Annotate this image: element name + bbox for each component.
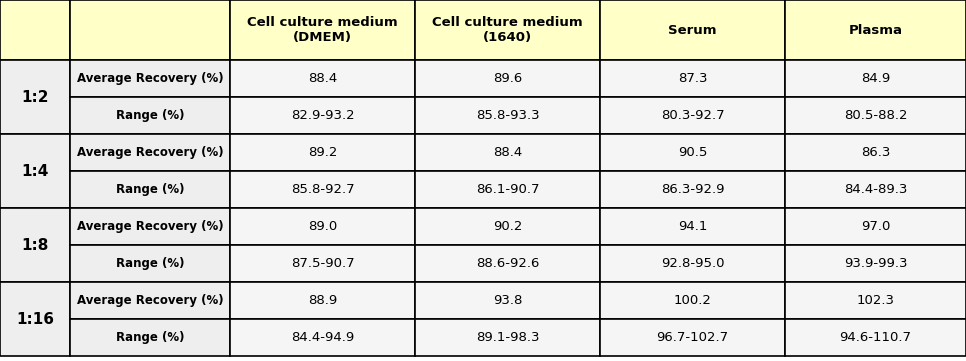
Text: 93.8: 93.8 <box>493 294 523 307</box>
Bar <box>785 0 966 60</box>
Bar <box>0 282 70 356</box>
Bar <box>70 208 230 245</box>
Bar <box>230 319 415 356</box>
Text: Average Recovery (%): Average Recovery (%) <box>76 146 223 159</box>
Text: Serum: Serum <box>668 23 717 36</box>
Text: 89.0: 89.0 <box>308 220 337 233</box>
Bar <box>600 134 785 171</box>
Bar <box>230 282 415 319</box>
Text: 88.6-92.6: 88.6-92.6 <box>476 257 539 270</box>
Bar <box>600 245 785 282</box>
Bar <box>0 0 70 60</box>
Text: 97.0: 97.0 <box>861 220 891 233</box>
Text: Cell culture medium
(1640): Cell culture medium (1640) <box>432 16 582 44</box>
Text: 92.8-95.0: 92.8-95.0 <box>661 257 724 270</box>
Text: Average Recovery (%): Average Recovery (%) <box>76 294 223 307</box>
Bar <box>70 97 230 134</box>
Text: 89.1-98.3: 89.1-98.3 <box>475 331 539 344</box>
Bar <box>785 97 966 134</box>
Text: 88.4: 88.4 <box>308 72 337 85</box>
Text: 1:8: 1:8 <box>21 238 48 252</box>
Bar <box>415 208 600 245</box>
Text: 84.9: 84.9 <box>861 72 890 85</box>
Bar <box>600 0 785 60</box>
Text: Average Recovery (%): Average Recovery (%) <box>76 72 223 85</box>
Text: Range (%): Range (%) <box>116 183 185 196</box>
Bar <box>415 245 600 282</box>
Bar <box>230 97 415 134</box>
Text: 94.1: 94.1 <box>678 220 707 233</box>
Bar <box>230 134 415 171</box>
Text: 100.2: 100.2 <box>673 294 711 307</box>
Bar <box>785 134 966 171</box>
Bar <box>600 171 785 208</box>
Text: 87.5-90.7: 87.5-90.7 <box>291 257 355 270</box>
Text: 96.7-102.7: 96.7-102.7 <box>657 331 728 344</box>
Bar <box>415 319 600 356</box>
Text: 80.3-92.7: 80.3-92.7 <box>661 109 724 122</box>
Text: 85.8-93.3: 85.8-93.3 <box>475 109 539 122</box>
Bar <box>0 208 70 282</box>
Text: 84.4-94.9: 84.4-94.9 <box>291 331 355 344</box>
Bar <box>600 208 785 245</box>
Text: 1:4: 1:4 <box>21 164 48 178</box>
Bar <box>415 97 600 134</box>
Bar <box>0 134 70 208</box>
Text: 88.9: 88.9 <box>308 294 337 307</box>
Text: 94.6-110.7: 94.6-110.7 <box>839 331 912 344</box>
Bar <box>0 60 70 134</box>
Text: 1:2: 1:2 <box>21 90 48 104</box>
Bar <box>600 60 785 97</box>
Bar <box>230 60 415 97</box>
Bar <box>415 60 600 97</box>
Bar <box>785 319 966 356</box>
Text: 86.3: 86.3 <box>861 146 891 159</box>
Bar <box>785 208 966 245</box>
Bar <box>230 245 415 282</box>
Bar <box>230 0 415 60</box>
Text: 89.2: 89.2 <box>308 146 337 159</box>
Bar <box>230 171 415 208</box>
Text: Plasma: Plasma <box>848 23 902 36</box>
Text: 86.3-92.9: 86.3-92.9 <box>661 183 724 196</box>
Text: Average Recovery (%): Average Recovery (%) <box>76 220 223 233</box>
Bar <box>230 208 415 245</box>
Text: 90.5: 90.5 <box>678 146 707 159</box>
Bar <box>785 245 966 282</box>
Text: 102.3: 102.3 <box>857 294 895 307</box>
Text: Range (%): Range (%) <box>116 109 185 122</box>
Text: 90.2: 90.2 <box>493 220 523 233</box>
Bar <box>600 319 785 356</box>
Text: 1:16: 1:16 <box>16 312 54 326</box>
Bar <box>785 171 966 208</box>
Bar <box>785 60 966 97</box>
Text: 84.4-89.3: 84.4-89.3 <box>844 183 907 196</box>
Text: 80.5-88.2: 80.5-88.2 <box>843 109 907 122</box>
Bar <box>70 0 230 60</box>
Bar <box>785 282 966 319</box>
Bar <box>415 0 600 60</box>
Text: 93.9-99.3: 93.9-99.3 <box>843 257 907 270</box>
Bar <box>70 245 230 282</box>
Text: Range (%): Range (%) <box>116 331 185 344</box>
Text: 86.1-90.7: 86.1-90.7 <box>475 183 539 196</box>
Bar <box>70 134 230 171</box>
Bar <box>415 282 600 319</box>
Bar <box>70 171 230 208</box>
Bar <box>415 171 600 208</box>
Bar <box>600 97 785 134</box>
Text: 89.6: 89.6 <box>493 72 523 85</box>
Bar <box>600 282 785 319</box>
Text: 88.4: 88.4 <box>493 146 523 159</box>
Text: 82.9-93.2: 82.9-93.2 <box>291 109 355 122</box>
Bar <box>70 282 230 319</box>
Text: Cell culture medium
(DMEM): Cell culture medium (DMEM) <box>247 16 398 44</box>
Bar <box>70 60 230 97</box>
Text: Range (%): Range (%) <box>116 257 185 270</box>
Bar <box>70 319 230 356</box>
Text: 85.8-92.7: 85.8-92.7 <box>291 183 355 196</box>
Bar <box>415 134 600 171</box>
Text: 87.3: 87.3 <box>678 72 707 85</box>
